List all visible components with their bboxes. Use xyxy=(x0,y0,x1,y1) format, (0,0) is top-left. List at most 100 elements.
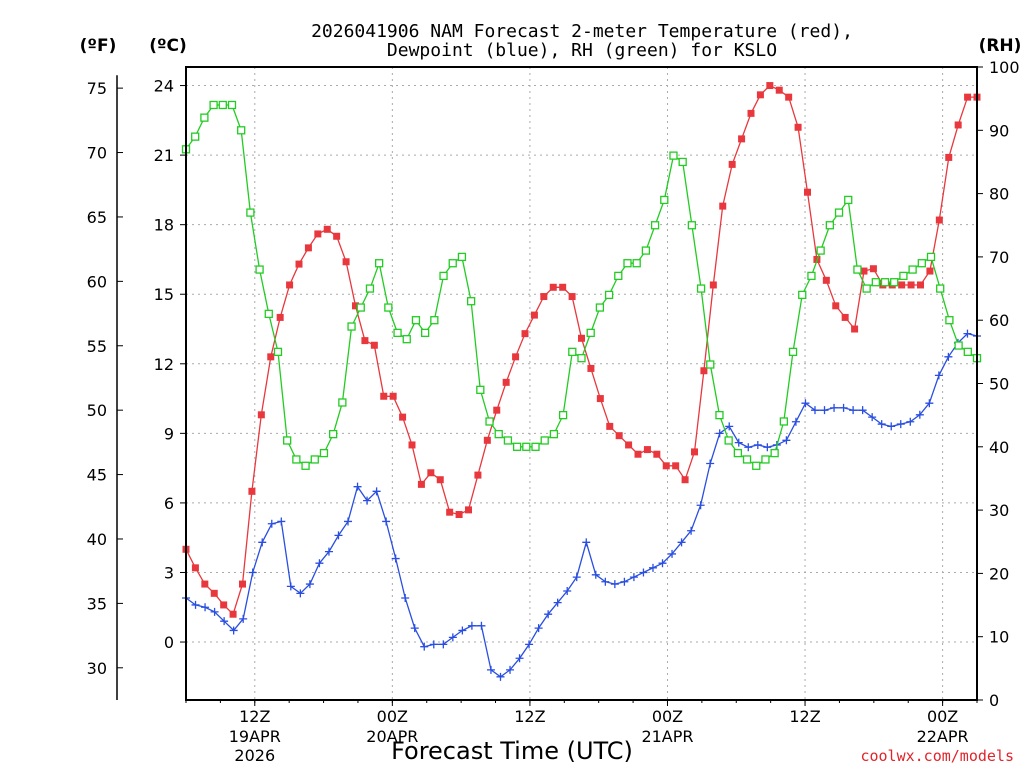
data-point xyxy=(220,601,228,609)
chart-title-line1: 2026041906 NAM Forecast 2-meter Temperat… xyxy=(311,21,853,42)
data-point xyxy=(486,665,495,674)
fahrenheit-tick-label: 35 xyxy=(87,594,107,613)
data-point xyxy=(706,459,715,468)
data-point xyxy=(632,259,641,268)
data-point xyxy=(601,577,610,586)
data-point xyxy=(563,587,572,596)
celsius-tick-label: 9 xyxy=(164,424,174,443)
data-point xyxy=(807,271,816,281)
data-point xyxy=(862,284,871,293)
data-point xyxy=(770,448,779,458)
data-point xyxy=(477,621,486,630)
celsius-tick-label: 6 xyxy=(164,494,174,513)
data-point xyxy=(896,420,905,429)
data-point xyxy=(658,559,667,568)
data-point xyxy=(420,328,430,338)
data-point xyxy=(296,589,305,598)
data-point xyxy=(880,278,890,287)
data-point xyxy=(342,258,350,266)
data-point xyxy=(402,335,411,344)
data-point xyxy=(908,265,917,274)
plot-frame xyxy=(185,66,978,701)
data-point xyxy=(229,626,238,635)
rh-tick-label: 70 xyxy=(989,248,1009,267)
data-point xyxy=(483,436,491,444)
data-point xyxy=(798,290,807,300)
data-point xyxy=(963,347,972,357)
data-point xyxy=(485,417,494,426)
data-point xyxy=(582,538,591,547)
data-point xyxy=(361,337,369,345)
data-point xyxy=(467,621,476,630)
data-point xyxy=(356,303,365,312)
rh-tick-label: 80 xyxy=(989,185,1009,204)
data-point xyxy=(522,442,531,451)
celsius-tick-label: 12 xyxy=(154,355,174,374)
data-point xyxy=(515,654,524,663)
data-point xyxy=(353,482,362,491)
data-point xyxy=(934,371,943,380)
data-point xyxy=(286,281,294,289)
data-point xyxy=(595,303,605,312)
data-point xyxy=(210,607,219,616)
data-point xyxy=(871,278,880,287)
rh-tick-label: 0 xyxy=(989,691,999,710)
data-point xyxy=(945,316,954,325)
data-point xyxy=(700,367,708,375)
data-point xyxy=(410,624,419,633)
data-point xyxy=(549,429,559,439)
data-point xyxy=(851,325,859,333)
time-tick-date: 21APR xyxy=(641,727,693,746)
data-point xyxy=(363,496,372,505)
data-point xyxy=(715,410,724,420)
data-point xyxy=(264,309,273,319)
data-point xyxy=(457,252,467,262)
data-point xyxy=(372,487,381,496)
data-point xyxy=(610,580,619,589)
data-point xyxy=(832,302,840,310)
data-point xyxy=(639,568,648,577)
data-point xyxy=(728,160,736,168)
data-point xyxy=(804,188,811,196)
data-point xyxy=(841,313,849,321)
data-point xyxy=(907,281,915,289)
data-point xyxy=(352,302,359,310)
data-point xyxy=(389,392,397,400)
data-point xyxy=(810,406,819,415)
time-tick-label: 00Z xyxy=(377,707,408,726)
data-point xyxy=(384,303,393,312)
data-point xyxy=(733,448,743,458)
data-point xyxy=(899,271,908,281)
x-axis-label: Forecast Time (UTC) xyxy=(391,737,633,765)
celsius-tick-label: 0 xyxy=(164,633,174,652)
chart-grid xyxy=(186,67,977,700)
rh-unit-label: (RH) xyxy=(979,36,1022,56)
time-tick-date: 22APR xyxy=(917,727,969,746)
data-point xyxy=(512,353,520,361)
data-point xyxy=(887,422,896,431)
data-point xyxy=(869,265,877,273)
data-point xyxy=(338,398,347,407)
data-point xyxy=(868,413,877,422)
data-point xyxy=(596,395,604,403)
data-point xyxy=(237,126,246,135)
data-point xyxy=(191,564,199,572)
data-point xyxy=(820,406,829,415)
data-point xyxy=(201,603,210,612)
data-point xyxy=(744,443,753,452)
series-line-1 xyxy=(185,332,978,678)
fahrenheit-unit-label: (ºF) xyxy=(80,36,117,56)
data-point xyxy=(898,281,906,289)
data-point xyxy=(782,436,791,445)
data-point xyxy=(544,610,553,619)
data-point xyxy=(493,406,501,414)
data-point xyxy=(577,354,586,363)
data-point xyxy=(455,511,463,519)
data-point xyxy=(458,626,467,635)
data-point xyxy=(816,246,825,255)
data-point xyxy=(724,436,733,445)
data-point xyxy=(678,157,687,167)
data-point xyxy=(540,293,548,301)
fahrenheit-tick-label: 50 xyxy=(87,401,107,420)
time-tick-label: 12Z xyxy=(514,707,545,726)
